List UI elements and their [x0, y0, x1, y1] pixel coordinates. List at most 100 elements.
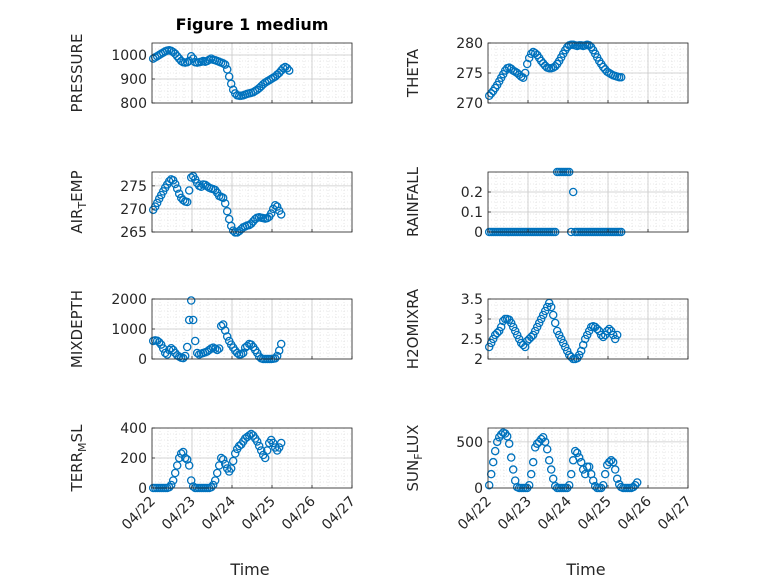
- y-tick-label: 275: [120, 179, 147, 195]
- subplot-4: 0 0.1 0.2 RAINFALL: [404, 166, 689, 241]
- data-point: [206, 482, 216, 492]
- y-tick-label: 0: [474, 481, 483, 497]
- y-axis-label: AIRTEMP: [68, 170, 89, 233]
- y-tick-label: 265: [120, 225, 147, 241]
- data-point: [276, 438, 286, 448]
- data-point: [220, 459, 230, 469]
- x-tick-label: 04/27: [655, 494, 695, 534]
- x-tick-label: 04/23: [495, 494, 535, 534]
- data-point: [546, 302, 556, 312]
- data-point: [230, 449, 240, 458]
- data-point: [542, 444, 552, 454]
- data-point: [576, 457, 586, 467]
- subplot-6: 2 2.5 3 3.5 H2OMIXRA: [404, 288, 689, 369]
- data-point: [544, 456, 554, 465]
- data-point: [616, 72, 626, 82]
- data-point: [218, 193, 228, 203]
- data-point: [550, 62, 560, 71]
- data-point: [526, 49, 536, 59]
- data-point: [178, 353, 188, 363]
- data-point: [600, 469, 610, 479]
- data-point: [196, 182, 206, 192]
- subplot-5: 0 1000 2000 MIXDEPTH: [68, 290, 353, 368]
- x-tick-label: 04/26: [615, 493, 655, 533]
- y-tick-label: 900: [120, 72, 147, 88]
- data-point: [606, 456, 616, 465]
- data-point: [548, 474, 558, 484]
- y-tick-label: 275: [456, 66, 483, 82]
- data-point: [592, 324, 602, 334]
- data-point: [262, 446, 272, 455]
- data-point: [284, 66, 294, 75]
- data-point: [554, 330, 564, 340]
- data-point: [216, 453, 226, 463]
- x-tick-label: 04/23: [159, 494, 199, 534]
- data-point: [604, 457, 614, 467]
- data-point: [172, 184, 182, 193]
- data-point: [496, 430, 506, 439]
- axes-box: [487, 171, 689, 233]
- data-point: [208, 480, 218, 490]
- data-point: [182, 197, 192, 207]
- data-point: [568, 187, 578, 197]
- data-series: [484, 298, 622, 364]
- data-point: [504, 439, 514, 448]
- data-point: [180, 351, 190, 361]
- data-point: [550, 481, 560, 491]
- data-point: [212, 345, 222, 355]
- data-point: [580, 334, 590, 344]
- data-point: [152, 198, 162, 208]
- data-point: [238, 348, 248, 358]
- y-tick-label: 3.5: [461, 292, 483, 308]
- y-tick-label: 200: [120, 451, 147, 467]
- x-tick-label: 04/22: [119, 494, 159, 534]
- data-point: [528, 457, 538, 467]
- data-point: [222, 332, 232, 341]
- data-point: [162, 350, 172, 359]
- data-point: [564, 480, 574, 490]
- y-tick-label: 0.1: [461, 205, 483, 221]
- data-point: [606, 326, 616, 336]
- data-point: [608, 457, 618, 467]
- data-point: [506, 453, 516, 462]
- data-point: [484, 342, 494, 352]
- data-point: [498, 316, 508, 326]
- data-point: [154, 337, 164, 347]
- data-point: [540, 306, 550, 316]
- data-point: [192, 348, 202, 358]
- data-point: [186, 173, 196, 182]
- data-point: [492, 437, 502, 447]
- data-point: [190, 336, 200, 346]
- data-point: [242, 341, 252, 351]
- data-point: [562, 346, 572, 356]
- data-point: [588, 476, 598, 485]
- subplot-3: 265 270 275 AIRTEMP: [68, 170, 353, 241]
- data-point: [528, 330, 538, 340]
- data-point: [170, 468, 180, 478]
- data-point: [186, 296, 196, 305]
- y-tick-label: 2: [474, 352, 483, 368]
- data-series: [148, 171, 286, 237]
- data-point: [174, 453, 184, 463]
- data-point: [186, 51, 196, 61]
- data-point: [168, 476, 178, 485]
- data-point: [272, 202, 282, 211]
- data-series: [484, 40, 626, 101]
- subplot-7: 0 200 400 04/22 04/23 04/24 04/25 04/26 04/27 TER…: [68, 421, 359, 579]
- data-point: [180, 453, 190, 463]
- data-point: [158, 344, 168, 353]
- data-point: [632, 478, 642, 487]
- y-tick-label: 400: [120, 421, 147, 437]
- data-point: [182, 342, 192, 352]
- data-point: [510, 326, 520, 336]
- data-point: [560, 342, 570, 352]
- data-point: [556, 334, 566, 344]
- data-point: [232, 348, 242, 358]
- y-tick-label: 3: [474, 312, 483, 328]
- data-point: [526, 332, 536, 342]
- data-point: [580, 469, 590, 479]
- data-point: [188, 482, 198, 491]
- data-point: [172, 461, 182, 470]
- y-tick-label: 500: [456, 435, 483, 451]
- data-point: [228, 226, 238, 235]
